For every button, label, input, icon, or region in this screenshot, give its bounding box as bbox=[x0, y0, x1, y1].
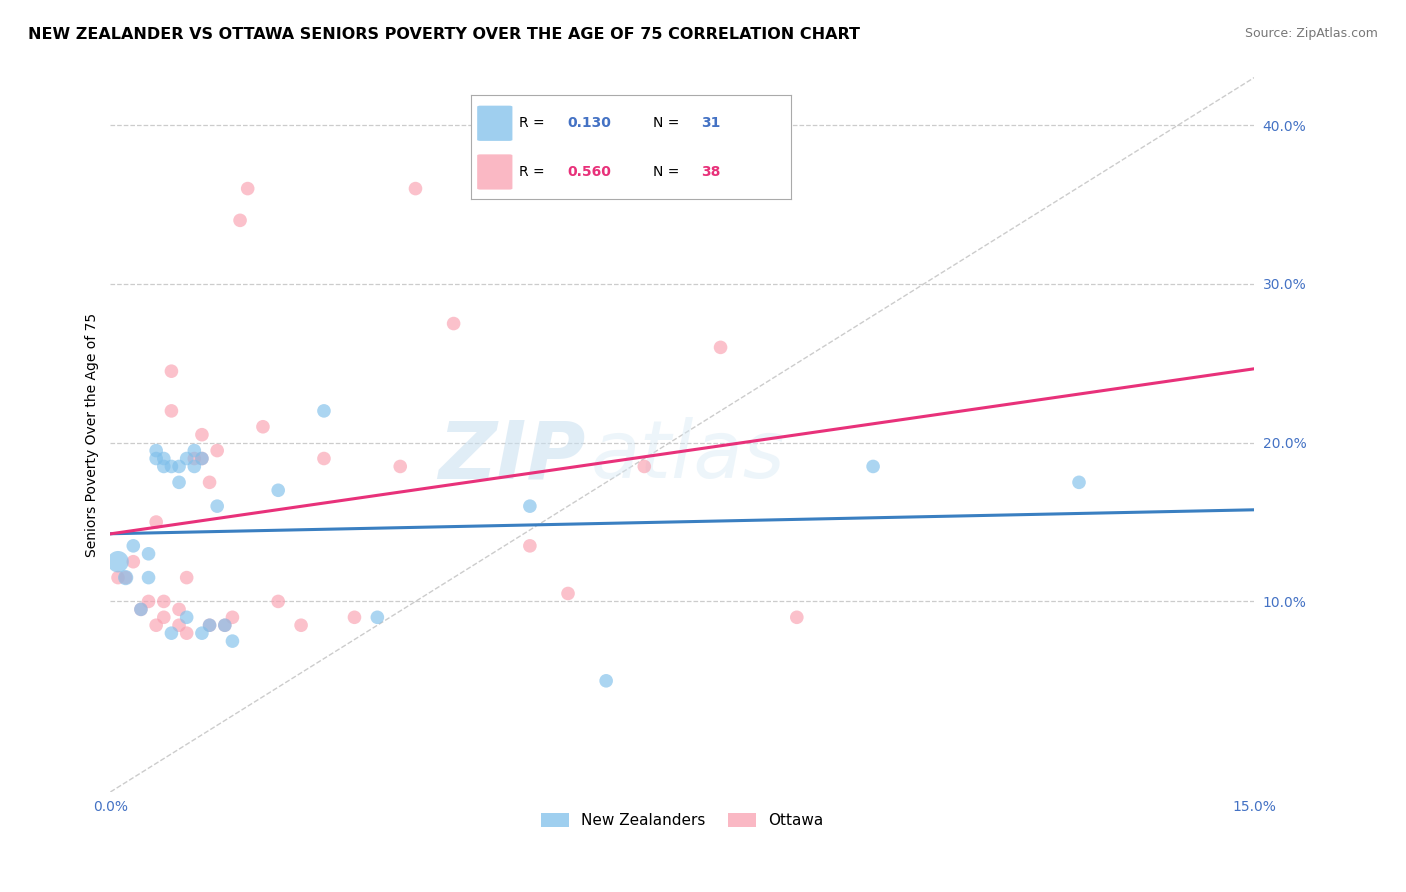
Point bbox=[160, 364, 183, 378]
Point bbox=[709, 340, 731, 354]
Point bbox=[160, 459, 183, 474]
Point bbox=[1067, 475, 1090, 490]
Point bbox=[267, 483, 290, 498]
Point bbox=[519, 499, 541, 513]
Point bbox=[152, 594, 174, 608]
Point bbox=[160, 404, 183, 418]
Point bbox=[122, 555, 145, 569]
Point bbox=[191, 451, 214, 466]
Point bbox=[129, 602, 152, 616]
Point bbox=[198, 475, 221, 490]
Text: ZIP: ZIP bbox=[437, 417, 585, 495]
Point bbox=[152, 610, 174, 624]
Point bbox=[167, 475, 190, 490]
Point bbox=[107, 571, 129, 585]
Point bbox=[557, 586, 579, 600]
Point bbox=[152, 459, 174, 474]
Y-axis label: Seniors Poverty Over the Age of 75: Seniors Poverty Over the Age of 75 bbox=[86, 312, 100, 557]
Point bbox=[152, 451, 174, 466]
Point bbox=[252, 419, 274, 434]
Point bbox=[191, 451, 214, 466]
Point bbox=[167, 459, 190, 474]
Point bbox=[443, 317, 465, 331]
Point bbox=[198, 618, 221, 632]
Point bbox=[595, 673, 617, 688]
Point bbox=[129, 602, 152, 616]
Point bbox=[160, 626, 183, 640]
Text: atlas: atlas bbox=[591, 417, 786, 495]
Point bbox=[191, 427, 214, 442]
Point bbox=[191, 626, 214, 640]
Point bbox=[138, 547, 160, 561]
Point bbox=[183, 443, 205, 458]
Text: Source: ZipAtlas.com: Source: ZipAtlas.com bbox=[1244, 27, 1378, 40]
Point bbox=[862, 459, 884, 474]
Point bbox=[176, 451, 198, 466]
Point bbox=[633, 459, 655, 474]
Point bbox=[107, 555, 129, 569]
Point bbox=[229, 213, 252, 227]
Point bbox=[183, 459, 205, 474]
Point bbox=[221, 634, 243, 648]
Point bbox=[176, 626, 198, 640]
Point bbox=[145, 443, 167, 458]
Point bbox=[267, 594, 290, 608]
Text: NEW ZEALANDER VS OTTAWA SENIORS POVERTY OVER THE AGE OF 75 CORRELATION CHART: NEW ZEALANDER VS OTTAWA SENIORS POVERTY … bbox=[28, 27, 860, 42]
Point bbox=[114, 571, 136, 585]
Point bbox=[183, 451, 205, 466]
Point bbox=[122, 539, 145, 553]
Point bbox=[343, 610, 366, 624]
Point bbox=[214, 618, 236, 632]
Legend: New Zealanders, Ottawa: New Zealanders, Ottawa bbox=[536, 807, 830, 834]
Point bbox=[519, 539, 541, 553]
Point bbox=[145, 451, 167, 466]
Point bbox=[167, 602, 190, 616]
Point bbox=[198, 618, 221, 632]
Point bbox=[205, 499, 228, 513]
Point bbox=[176, 610, 198, 624]
Point bbox=[145, 618, 167, 632]
Point bbox=[312, 404, 335, 418]
Point bbox=[221, 610, 243, 624]
Point bbox=[145, 515, 167, 529]
Point bbox=[114, 571, 136, 585]
Point bbox=[290, 618, 312, 632]
Point bbox=[205, 443, 228, 458]
Point bbox=[312, 451, 335, 466]
Point bbox=[366, 610, 388, 624]
Point bbox=[236, 181, 259, 195]
Point bbox=[389, 459, 412, 474]
Point bbox=[405, 181, 427, 195]
Point bbox=[138, 571, 160, 585]
Point bbox=[176, 571, 198, 585]
Point bbox=[786, 610, 808, 624]
Point bbox=[138, 594, 160, 608]
Point bbox=[167, 618, 190, 632]
Point bbox=[214, 618, 236, 632]
